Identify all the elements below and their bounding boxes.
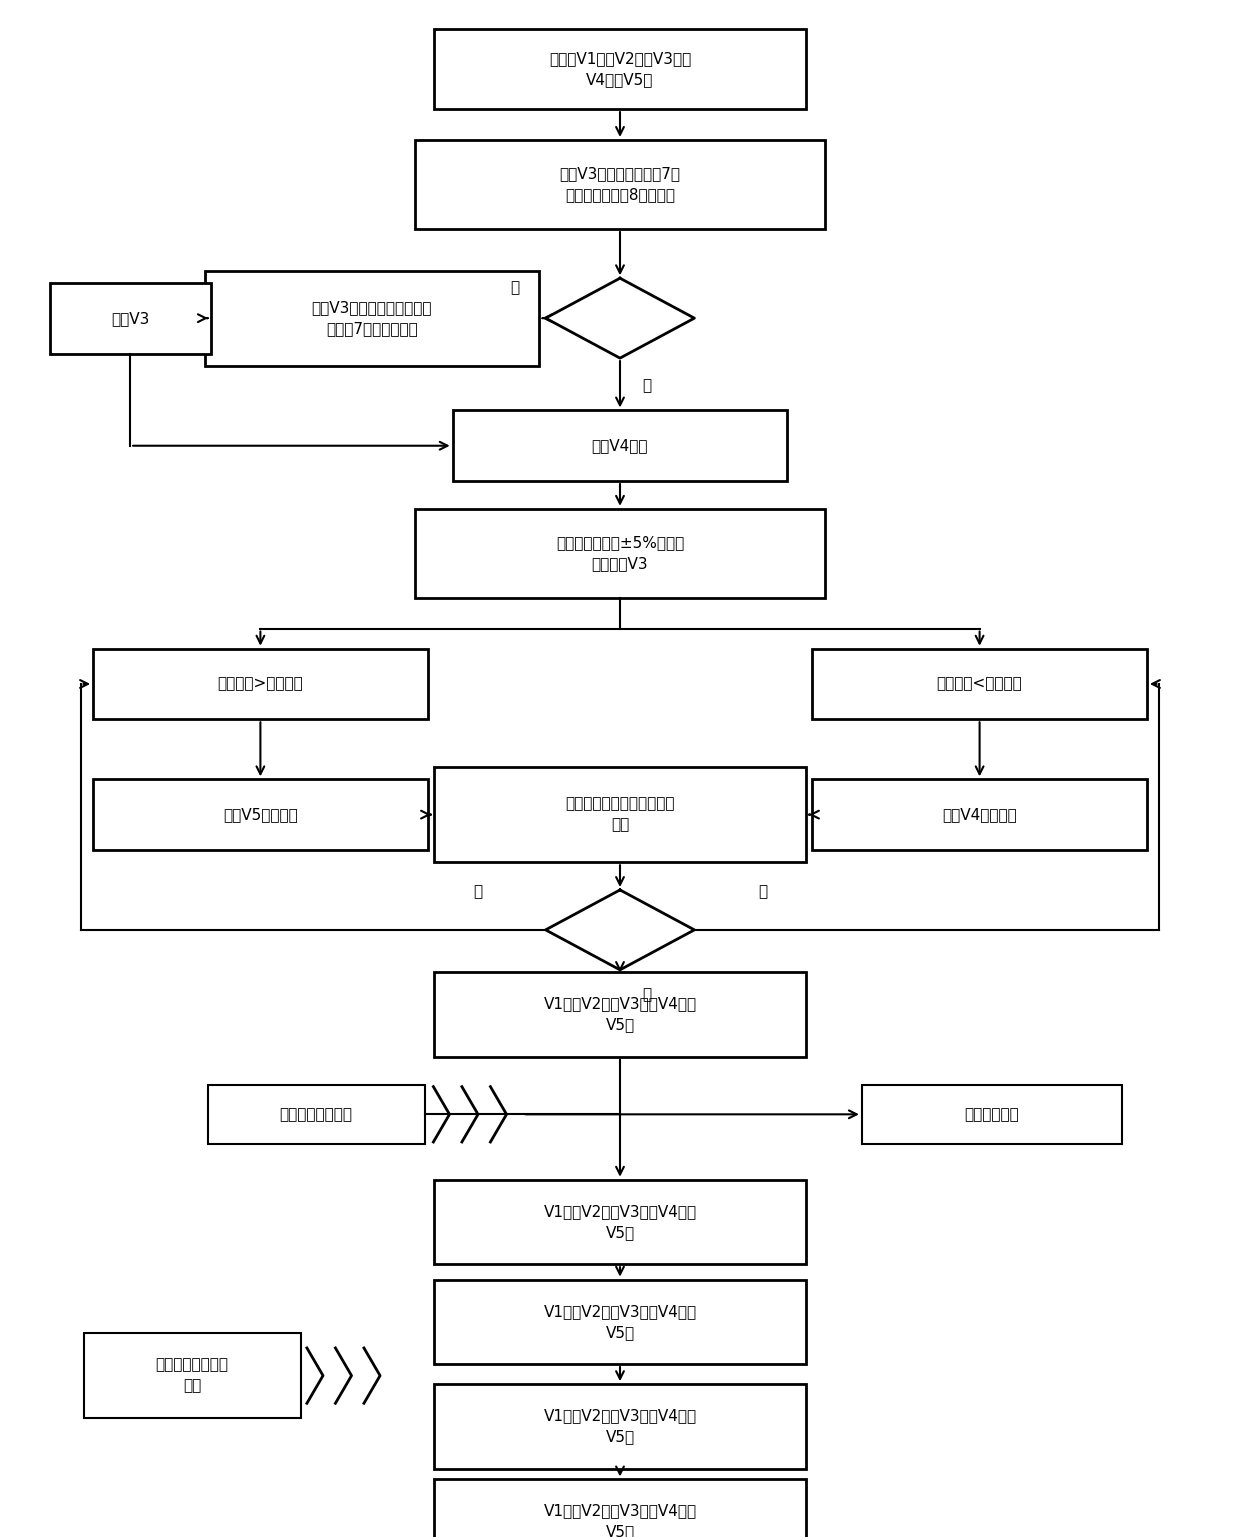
Text: 充气压力>目标压力: 充气压力>目标压力 — [217, 676, 304, 692]
FancyBboxPatch shape — [453, 410, 787, 481]
FancyBboxPatch shape — [434, 973, 806, 1057]
FancyBboxPatch shape — [434, 1279, 806, 1365]
Text: 否: 否 — [472, 884, 482, 899]
FancyBboxPatch shape — [434, 1479, 806, 1537]
Polygon shape — [546, 890, 694, 970]
Text: 是: 是 — [642, 987, 652, 1002]
Text: V1关，V2关，V3关，V4关，
V5关: V1关，V2关，V3关，V4关， V5关 — [543, 1408, 697, 1445]
Text: 实验开始指令触发: 实验开始指令触发 — [280, 1107, 352, 1122]
Text: 开启V5微调放气: 开启V5微调放气 — [223, 807, 298, 822]
FancyBboxPatch shape — [415, 140, 825, 229]
FancyBboxPatch shape — [415, 509, 825, 598]
FancyBboxPatch shape — [208, 1085, 424, 1144]
Text: 充气压力<目标压力: 充气压力<目标压力 — [936, 676, 1023, 692]
Text: 开启V3: 开启V3 — [112, 310, 149, 326]
Polygon shape — [546, 278, 694, 358]
FancyBboxPatch shape — [434, 1180, 806, 1263]
FancyBboxPatch shape — [434, 29, 806, 109]
FancyBboxPatch shape — [205, 271, 539, 366]
Text: 开启V3，检查可动阀心7是
否与风洞渐缩段8紧密啮合: 开启V3，检查可动阀心7是 否与风洞渐缩段8紧密啮合 — [559, 166, 681, 203]
Text: V1关，V2关，V3关，V4关，
V5关: V1关，V2关，V3关，V4关， V5关 — [543, 1203, 697, 1240]
Text: V1关，V2开，V3关，V4关，
V5关: V1关，V2开，V3关，V4关， V5关 — [543, 1303, 697, 1340]
FancyBboxPatch shape — [434, 767, 806, 862]
FancyBboxPatch shape — [812, 779, 1147, 850]
FancyBboxPatch shape — [434, 1383, 806, 1469]
Text: 关闭V3，提高气源压力到可
动阀心7运行压力以上: 关闭V3，提高气源压力到可 动阀心7运行压力以上 — [311, 300, 433, 337]
Text: V1开，V2关，V3关，V4关，
V5关: V1开，V2关，V3关，V4关， V5关 — [543, 1503, 697, 1537]
FancyBboxPatch shape — [862, 1085, 1122, 1144]
Text: 否: 否 — [510, 280, 520, 295]
Text: 中间延迟实验测试
时间: 中间延迟实验测试 时间 — [156, 1357, 228, 1394]
Text: 数采系统触发: 数采系统触发 — [965, 1107, 1019, 1122]
FancyBboxPatch shape — [812, 649, 1147, 719]
Text: 是: 是 — [642, 378, 652, 393]
FancyBboxPatch shape — [93, 779, 428, 850]
FancyBboxPatch shape — [50, 283, 211, 354]
Text: 初始：V1开，V2关，V3关，
V4关，V5关: 初始：V1开，V2关，V3关， V4关，V5关 — [549, 51, 691, 88]
FancyBboxPatch shape — [93, 649, 428, 719]
Text: 开启V4微调充气: 开启V4微调充气 — [942, 807, 1017, 822]
FancyBboxPatch shape — [84, 1333, 300, 1417]
Text: 否: 否 — [758, 884, 768, 899]
Text: 开启V4充气: 开启V4充气 — [591, 438, 649, 453]
Text: 检查充气压力是否等于目标
压力: 检查充气压力是否等于目标 压力 — [565, 796, 675, 833]
Text: 当充气压力达到±5%目标压
力时关闭V3: 当充气压力达到±5%目标压 力时关闭V3 — [556, 535, 684, 572]
Text: V1开，V2关，V3关，V4关，
V5关: V1开，V2关，V3关，V4关， V5关 — [543, 996, 697, 1033]
